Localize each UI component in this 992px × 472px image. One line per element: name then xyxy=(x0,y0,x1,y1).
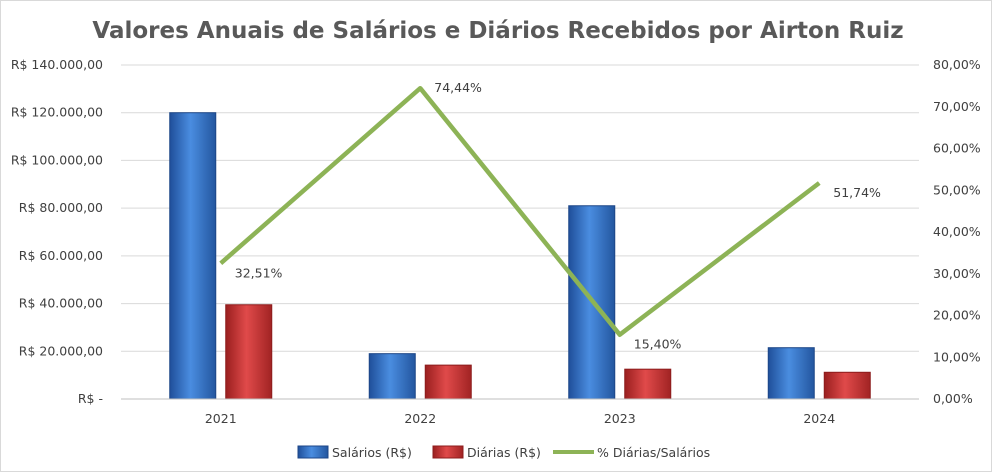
left-axis: R$ - R$ 20.000,00 R$ 40.000,00 R$ 60.000,00… xyxy=(11,57,103,406)
left-tick-label: R$ 100.000,00 xyxy=(11,152,103,167)
legend-swatch xyxy=(297,445,329,459)
bar-diarias-2024 xyxy=(823,371,871,400)
line-data-label: 32,51% xyxy=(235,265,283,280)
right-tick-label: 80,00% xyxy=(933,57,981,72)
legend-swatch xyxy=(432,445,464,459)
bar-diarias-2021 xyxy=(225,304,273,400)
left-tick-label: R$ 60.000,00 xyxy=(19,248,103,263)
right-axis: 0,00% 10,00% 20,00% 30,00% 40,00% 50,00% 60,00… xyxy=(933,57,981,406)
bar-salarios-2022 xyxy=(368,353,416,400)
right-tick-label: 10,00% xyxy=(933,349,981,364)
line-data-label: 15,40% xyxy=(634,337,682,352)
x-tick-label: 2021 xyxy=(205,411,237,426)
line-diarias-salarios xyxy=(219,85,821,337)
left-tick-label: R$ 20.000,00 xyxy=(19,343,103,358)
legend: Salários (R$) Diárias (R$) % Diárias/Salár… xyxy=(297,445,710,460)
bars xyxy=(169,112,871,400)
legend-label: Diárias (R$) xyxy=(467,445,541,460)
x-tick-label: 2024 xyxy=(803,411,835,426)
gridlines xyxy=(121,64,919,352)
bar-diarias-2023 xyxy=(624,368,672,400)
chart-title: Valores Anuais de Salários e Diários Rec… xyxy=(92,18,903,44)
legend-label: % Diárias/Salários xyxy=(597,445,710,460)
right-tick-label: 40,00% xyxy=(933,224,981,239)
x-tick-label: 2023 xyxy=(604,411,636,426)
line-data-label: 74,44% xyxy=(434,80,482,95)
left-tick-label: R$ - xyxy=(78,391,103,406)
legend-label: Salários (R$) xyxy=(332,445,412,460)
left-tick-label: R$ 80.000,00 xyxy=(19,200,103,215)
right-tick-label: 0,00% xyxy=(933,391,973,406)
left-tick-label: R$ 120.000,00 xyxy=(11,105,103,120)
left-tick-label: R$ 140.000,00 xyxy=(11,57,103,72)
right-tick-label: 50,00% xyxy=(933,182,981,197)
right-tick-label: 60,00% xyxy=(933,141,981,156)
bar-salarios-2021 xyxy=(169,112,217,400)
bar-salarios-2024 xyxy=(767,347,815,400)
left-tick-label: R$ 40.000,00 xyxy=(19,296,103,311)
x-tick-label: 2022 xyxy=(404,411,436,426)
bar-diarias-2022 xyxy=(424,364,472,400)
line-series: 32,51% 74,44% 15,40% 51,74% xyxy=(219,80,881,352)
right-tick-label: 30,00% xyxy=(933,266,981,281)
x-axis: 2021 2022 2023 2024 xyxy=(121,398,919,426)
right-tick-label: 70,00% xyxy=(933,99,981,114)
line-data-label: 51,74% xyxy=(833,185,881,200)
right-tick-label: 20,00% xyxy=(933,308,981,323)
